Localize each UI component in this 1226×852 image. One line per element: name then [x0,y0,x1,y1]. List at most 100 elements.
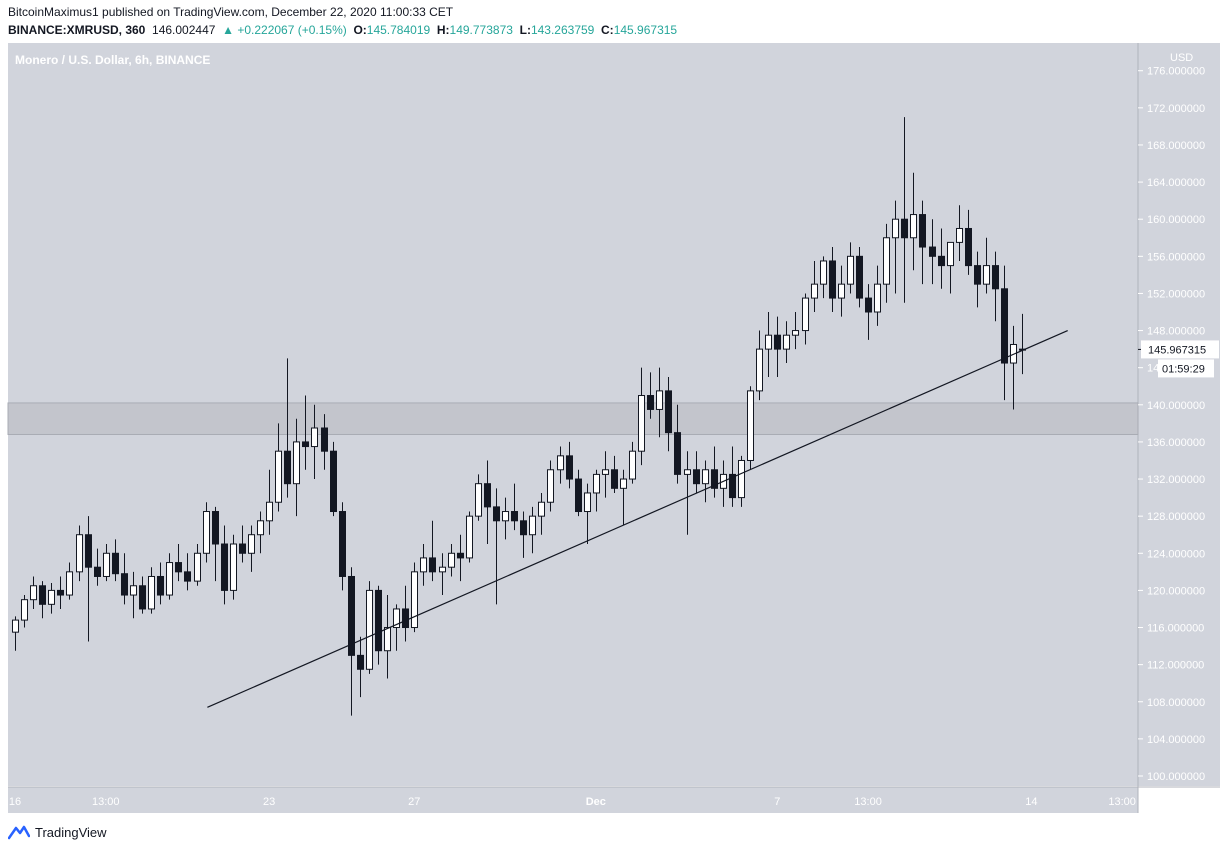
candle[interactable] [166,553,173,600]
candle[interactable] [76,525,83,582]
candle[interactable] [257,511,264,554]
candle[interactable] [439,553,446,596]
candle[interactable] [638,367,645,466]
candle[interactable] [901,117,908,303]
candle[interactable] [792,312,799,350]
candle[interactable] [620,469,627,526]
candle[interactable] [538,492,545,535]
candle[interactable] [611,455,618,493]
candle[interactable] [466,511,473,563]
candle[interactable] [457,534,464,582]
candle[interactable] [112,539,119,582]
candle[interactable] [203,502,210,563]
candle[interactable] [956,205,963,261]
candle[interactable] [929,219,936,285]
candle[interactable] [302,395,309,470]
candle[interactable] [856,247,863,308]
candle[interactable] [892,200,899,294]
candle[interactable] [529,506,536,554]
candle[interactable] [684,451,691,535]
time-axis[interactable] [8,787,1138,813]
candle[interactable] [865,284,872,340]
candle[interactable] [121,553,128,605]
candle[interactable] [103,544,110,582]
candle[interactable] [293,418,300,517]
candle[interactable] [175,544,182,582]
candle[interactable] [194,544,201,586]
candle[interactable] [330,441,337,517]
candle[interactable] [502,497,509,540]
support-trendline[interactable] [207,330,1068,708]
candle[interactable] [94,548,101,586]
candle[interactable] [130,571,137,619]
candle[interactable] [992,251,999,322]
candle[interactable] [239,525,246,563]
candle[interactable] [475,474,482,521]
candle[interactable] [802,293,809,345]
candle[interactable] [429,520,436,582]
candle[interactable] [339,502,346,591]
price-axis[interactable] [1138,43,1220,786]
candle[interactable] [1001,265,1008,401]
candle[interactable] [711,446,718,498]
candle[interactable] [910,172,917,271]
candle[interactable] [665,376,672,452]
candle[interactable] [811,260,818,312]
candle[interactable] [21,595,28,628]
candle[interactable] [393,604,400,651]
candle[interactable] [375,585,382,665]
candle[interactable] [629,441,636,484]
candle[interactable] [919,200,926,285]
candle[interactable] [974,251,981,308]
candle[interactable] [947,241,954,294]
candle[interactable] [348,567,355,716]
candle[interactable] [275,423,282,512]
candle[interactable] [838,265,845,317]
candle[interactable] [575,469,582,517]
candle[interactable] [248,525,255,572]
candle[interactable] [139,576,146,614]
candle[interactable] [647,372,654,419]
candle[interactable] [66,562,73,600]
candle[interactable] [557,446,564,484]
candle[interactable] [847,242,854,294]
candle[interactable] [411,562,418,633]
candle[interactable] [284,358,291,498]
candle[interactable] [983,237,990,294]
candle[interactable] [212,506,219,582]
candle[interactable] [384,595,391,679]
candle[interactable] [656,367,663,438]
candle[interactable] [39,581,46,619]
candle[interactable] [48,582,55,614]
candle[interactable] [448,544,455,577]
candle[interactable] [965,209,972,275]
candle[interactable] [484,460,491,544]
candle[interactable] [938,228,945,289]
candle[interactable] [783,321,790,364]
candle[interactable] [493,488,500,605]
candle[interactable] [357,636,364,698]
candle[interactable] [756,330,763,401]
candle[interactable] [311,404,318,480]
candle[interactable] [747,386,754,470]
candle[interactable] [184,553,191,591]
candle[interactable] [266,469,273,535]
candle[interactable] [148,567,155,614]
candle[interactable] [30,576,37,609]
candle[interactable] [321,414,328,470]
candle[interactable] [883,223,890,303]
candle[interactable] [402,585,409,642]
candle[interactable] [221,525,228,605]
candle[interactable] [674,404,681,484]
candle[interactable] [874,265,881,326]
candle[interactable] [157,562,164,605]
candle[interactable] [829,247,836,312]
candle[interactable] [57,576,64,609]
candle[interactable] [566,441,573,489]
candle[interactable] [593,469,600,512]
candle[interactable] [520,511,527,558]
candle[interactable] [366,581,373,674]
candle[interactable] [547,460,554,512]
candle[interactable] [765,312,772,377]
